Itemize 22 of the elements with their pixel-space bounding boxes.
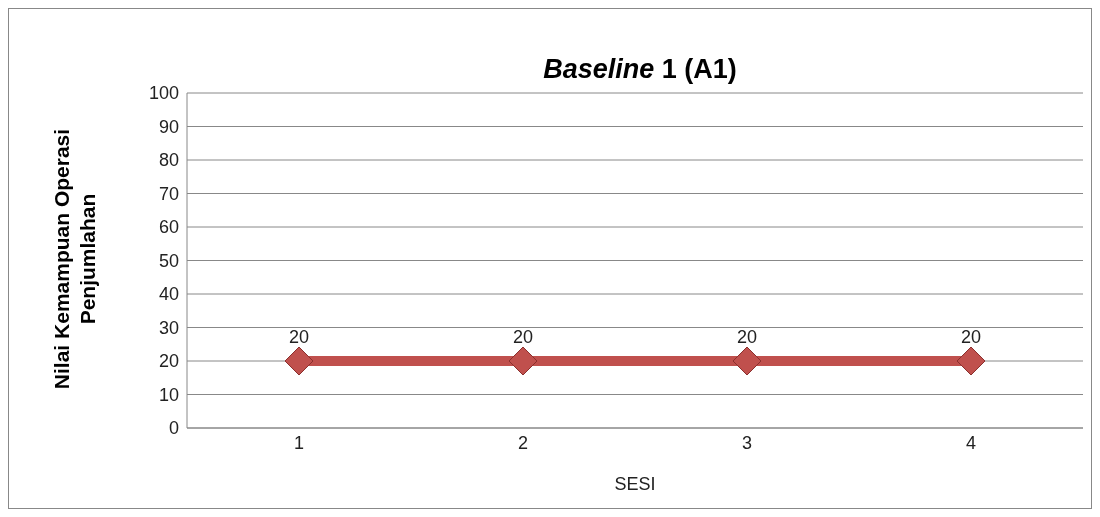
x-axis-title: SESI: [614, 474, 656, 494]
x-tick-label: 4: [965, 432, 977, 453]
x-tick-label: 2: [517, 432, 529, 453]
y-tick-label: 50: [158, 250, 179, 271]
x-tick-label: 1: [293, 432, 305, 453]
y-tick-label: 60: [158, 217, 179, 238]
y-tick-label: 40: [158, 284, 179, 305]
y-tick-label: 70: [158, 183, 179, 204]
data-label: 20: [736, 327, 758, 347]
y-tick-label: 100: [148, 83, 179, 104]
data-label: 20: [960, 327, 982, 347]
x-tick-label: 3: [741, 432, 753, 453]
chart-title: Baseline 1 (A1): [542, 54, 738, 85]
y-tick-label: 0: [168, 418, 179, 439]
data-label: 20: [512, 327, 534, 347]
y-tick-label: 20: [158, 351, 179, 372]
y-axis-title: Nilai Kemampuan Operasi Penjumlahan: [49, 127, 100, 392]
y-tick-label: 10: [158, 384, 179, 405]
data-label: 20: [288, 327, 310, 347]
y-tick-label: 30: [158, 317, 179, 338]
y-tick-label: 80: [158, 150, 179, 171]
y-tick-label: 90: [158, 116, 179, 137]
